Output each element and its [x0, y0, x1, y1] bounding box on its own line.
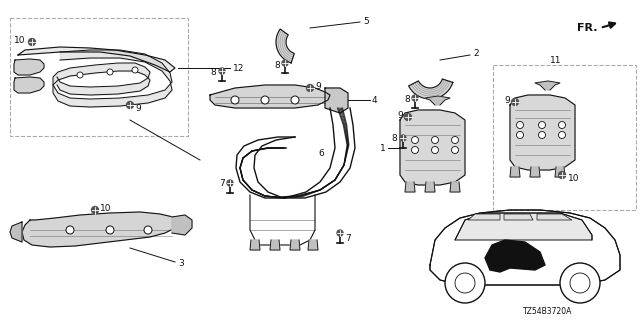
Circle shape	[92, 206, 99, 213]
Text: 12: 12	[233, 63, 244, 73]
Circle shape	[412, 147, 419, 154]
Text: 9: 9	[504, 95, 510, 105]
Circle shape	[107, 69, 113, 75]
Circle shape	[127, 101, 134, 108]
Text: 5: 5	[363, 17, 369, 26]
Circle shape	[412, 95, 418, 101]
Text: 8: 8	[275, 60, 280, 69]
Text: 11: 11	[550, 55, 562, 65]
Circle shape	[29, 38, 35, 45]
Circle shape	[307, 84, 314, 92]
Circle shape	[570, 273, 590, 293]
Polygon shape	[455, 213, 592, 240]
Polygon shape	[18, 47, 175, 72]
Text: 8: 8	[211, 68, 216, 76]
Circle shape	[400, 135, 406, 141]
Circle shape	[431, 137, 438, 143]
Text: 10: 10	[13, 36, 25, 44]
Polygon shape	[22, 212, 178, 247]
Polygon shape	[535, 81, 560, 90]
Polygon shape	[485, 240, 545, 272]
Polygon shape	[172, 215, 192, 235]
Polygon shape	[14, 59, 44, 75]
Polygon shape	[250, 240, 260, 250]
Circle shape	[132, 67, 138, 73]
Text: 9: 9	[397, 110, 403, 119]
Circle shape	[291, 96, 299, 104]
Polygon shape	[537, 214, 572, 220]
Polygon shape	[270, 240, 280, 250]
Text: 8: 8	[404, 94, 410, 103]
Text: TZ54B3720A: TZ54B3720A	[523, 307, 572, 316]
Text: 10: 10	[100, 204, 111, 212]
Polygon shape	[555, 167, 565, 177]
Text: 8: 8	[391, 133, 397, 142]
Text: 9: 9	[315, 82, 321, 91]
Circle shape	[445, 263, 485, 303]
Polygon shape	[530, 167, 540, 177]
Polygon shape	[450, 182, 460, 192]
Circle shape	[559, 132, 566, 139]
Polygon shape	[425, 182, 435, 192]
Polygon shape	[405, 182, 415, 192]
Circle shape	[516, 122, 524, 129]
Polygon shape	[504, 214, 533, 220]
Text: 6: 6	[318, 148, 324, 157]
Circle shape	[559, 172, 566, 179]
Polygon shape	[290, 240, 300, 250]
Polygon shape	[276, 29, 294, 63]
Circle shape	[538, 132, 545, 139]
Polygon shape	[510, 167, 520, 177]
Polygon shape	[210, 85, 330, 108]
Circle shape	[261, 96, 269, 104]
Text: 9: 9	[135, 103, 141, 113]
Circle shape	[77, 72, 83, 78]
Text: 10: 10	[568, 173, 579, 182]
Polygon shape	[425, 96, 450, 105]
Text: 7: 7	[220, 179, 225, 188]
Polygon shape	[308, 240, 318, 250]
Text: 2: 2	[473, 49, 479, 58]
Circle shape	[227, 180, 233, 186]
Circle shape	[231, 96, 239, 104]
Polygon shape	[14, 77, 44, 93]
Polygon shape	[10, 222, 22, 242]
Circle shape	[282, 60, 288, 66]
Circle shape	[451, 137, 458, 143]
Circle shape	[538, 122, 545, 129]
Circle shape	[404, 114, 412, 121]
Circle shape	[412, 137, 419, 143]
Polygon shape	[408, 79, 453, 99]
Circle shape	[559, 122, 566, 129]
Circle shape	[511, 99, 518, 106]
Circle shape	[337, 230, 343, 236]
Text: 7: 7	[345, 234, 351, 243]
Circle shape	[106, 226, 114, 234]
Circle shape	[219, 68, 225, 74]
Circle shape	[66, 226, 74, 234]
Text: FR.: FR.	[577, 23, 597, 33]
Polygon shape	[468, 214, 500, 220]
Circle shape	[451, 147, 458, 154]
Circle shape	[560, 263, 600, 303]
Circle shape	[516, 132, 524, 139]
Polygon shape	[325, 88, 348, 113]
Text: 4: 4	[372, 95, 378, 105]
Polygon shape	[510, 95, 575, 170]
Circle shape	[431, 147, 438, 154]
Polygon shape	[400, 110, 465, 185]
Text: 3: 3	[178, 260, 184, 268]
Text: 1: 1	[380, 143, 386, 153]
Circle shape	[455, 273, 475, 293]
Circle shape	[144, 226, 152, 234]
